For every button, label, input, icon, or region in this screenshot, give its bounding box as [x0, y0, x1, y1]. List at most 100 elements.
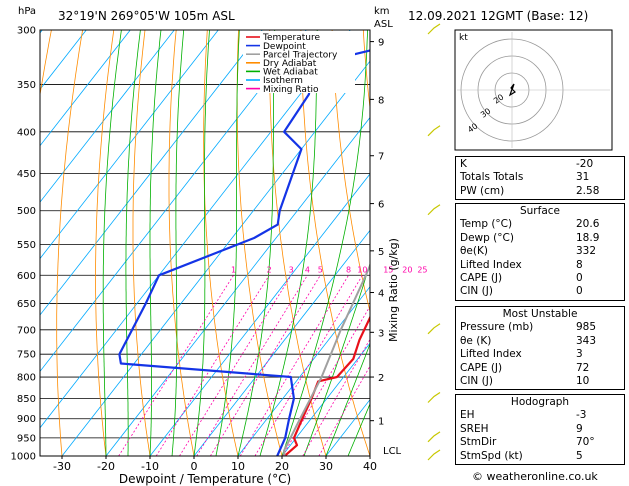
km-tick-label: 2	[378, 373, 384, 384]
pressure-tick-label: 650	[17, 299, 36, 310]
wet-adiabat-line	[281, 30, 368, 456]
km-tick-label: 9	[378, 38, 384, 49]
wind-barb	[427, 204, 441, 216]
dry-adiabat-line	[132, 30, 151, 456]
isotherm-line	[61, 60, 370, 456]
mixing-ratio-line	[196, 275, 308, 456]
legend-item: Dewpoint	[263, 42, 306, 52]
credit-text: © weatheronline.co.uk	[472, 470, 598, 483]
index-row: Totals Totals 31	[460, 171, 590, 184]
pressure-tick-label: 750	[17, 350, 36, 361]
pressure-tick-label: 350	[17, 80, 36, 91]
mu-row: CIN (J) 10	[460, 374, 590, 387]
pressure-tick-label: 450	[17, 169, 36, 180]
index-row: K -20	[460, 158, 594, 170]
mixing-ratio-label: 3	[289, 265, 294, 274]
isotherm-line	[105, 116, 370, 456]
isotherm-line	[40, 30, 351, 429]
x-tick-label: 0	[191, 460, 198, 473]
dry-adiabat-line	[236, 30, 283, 456]
mixing-ratio-label: 1	[231, 265, 236, 274]
hodo-row: EH -3	[460, 409, 587, 422]
series-temperature	[283, 315, 370, 456]
dry-adiabat-line	[300, 30, 370, 456]
hodograph-table: Hodograph EH -3 SREH 9 StmDir 70° StmSpd (k…	[455, 394, 625, 465]
legend-item: Wet Adiabat	[263, 68, 318, 78]
pressure-tick-label: 400	[17, 127, 36, 138]
wet-adiabat-line	[125, 30, 141, 456]
pressure-tick-label: 500	[17, 206, 36, 217]
km-tick-label: 3	[378, 328, 384, 339]
km-tick-label: 8	[378, 95, 384, 106]
isotherm-line	[149, 173, 370, 456]
pressure-tick-label: 600	[17, 271, 36, 282]
km-tick-label: 4	[378, 289, 384, 300]
mu-row: θe (K) 343	[460, 334, 597, 347]
pressure-tick-label: 950	[17, 433, 36, 444]
legend-item: Mixing Ratio	[263, 85, 319, 95]
surface-row: Dewp (°C) 18.9	[460, 231, 600, 244]
indices-table: K -20 Totals Totals 31 PW (cm) 2.58	[455, 156, 625, 201]
mixing-ratio-label: 20	[402, 265, 412, 274]
mixing-ratio-line	[302, 338, 370, 456]
wet-adiabat-line	[193, 30, 210, 456]
mixing-ratio-label: 10	[357, 265, 367, 274]
pressure-tick-label: 550	[17, 240, 36, 251]
legend-item: Dry Adiabat	[263, 59, 317, 69]
wet-adiabat-line	[171, 30, 185, 456]
pressure-tick-label: 850	[17, 394, 36, 405]
index-row: PW (cm) 2.58	[460, 184, 600, 197]
hodo-row: StmSpd (kt) 5	[460, 449, 583, 462]
mixing-ratio-label: 25	[417, 265, 427, 274]
mu-row: Pressure (mb) 985	[460, 321, 597, 334]
hodograph-table-title: Hodograph	[510, 396, 570, 408]
surface-row: θe(K) 332	[460, 245, 597, 258]
x-tick-label: -30	[53, 460, 71, 473]
wet-adiabat-line	[303, 262, 370, 456]
km-tick-label: 6	[378, 200, 384, 211]
wet-adiabat-line	[259, 30, 318, 456]
mixing-ratio-label: 4	[305, 265, 310, 274]
x-tick-label: -10	[141, 460, 159, 473]
pressure-tick-label: 1000	[11, 452, 36, 463]
mixing-ratio-line	[239, 275, 349, 456]
wind-barb	[427, 125, 441, 137]
wind-barb	[427, 391, 441, 403]
isotherm-line	[40, 30, 131, 147]
mixing-ratio-label: 5	[318, 265, 323, 274]
surface-table: Surface Temp (°C) 20.6 Dewp (°C) 18.9 θe(K…	[455, 203, 625, 301]
x-tick-label: 40	[363, 460, 377, 473]
isotherm-line	[40, 30, 263, 316]
wet-adiabat-line	[215, 30, 240, 456]
legend-item: Parcel Trajectory	[263, 50, 338, 60]
wind-barb	[427, 23, 441, 35]
wind-barb	[427, 323, 441, 335]
pressure-tick-label: 900	[17, 414, 36, 425]
surface-row: CAPE (J) 0	[460, 271, 583, 284]
legend-item: Temperature	[262, 33, 320, 43]
hodo-row: StmDir 70°	[460, 436, 595, 449]
mixing-ratio-line	[318, 365, 370, 456]
dry-adiabat-line	[331, 30, 370, 314]
hodograph: kt 40 30 20	[454, 29, 613, 151]
asl-label: ASL	[374, 19, 393, 30]
mixing-ratio-line	[118, 275, 234, 456]
wet-adiabat-line	[237, 30, 276, 456]
wet-adiabat-line	[325, 342, 370, 456]
wind-barb	[427, 449, 441, 461]
wind-barb	[427, 431, 441, 443]
x-tick-label: 20	[275, 460, 289, 473]
x-axis-label: Dewpoint / Temperature (°C)	[119, 472, 291, 486]
surface-row: CIN (J) 0	[460, 285, 583, 298]
mu-row: CAPE (J) 72	[460, 361, 590, 374]
wet-adiabat-line	[102, 30, 122, 456]
x-tick-label: 10	[231, 460, 245, 473]
isotherm-line	[193, 229, 370, 456]
isotherm-line	[281, 342, 370, 456]
x-tick-label: 30	[319, 460, 333, 473]
km-tick-label: 1	[378, 417, 384, 428]
hodograph-trace	[508, 83, 516, 97]
isotherm-line	[40, 30, 175, 203]
hpa-label: hPa	[18, 6, 36, 17]
